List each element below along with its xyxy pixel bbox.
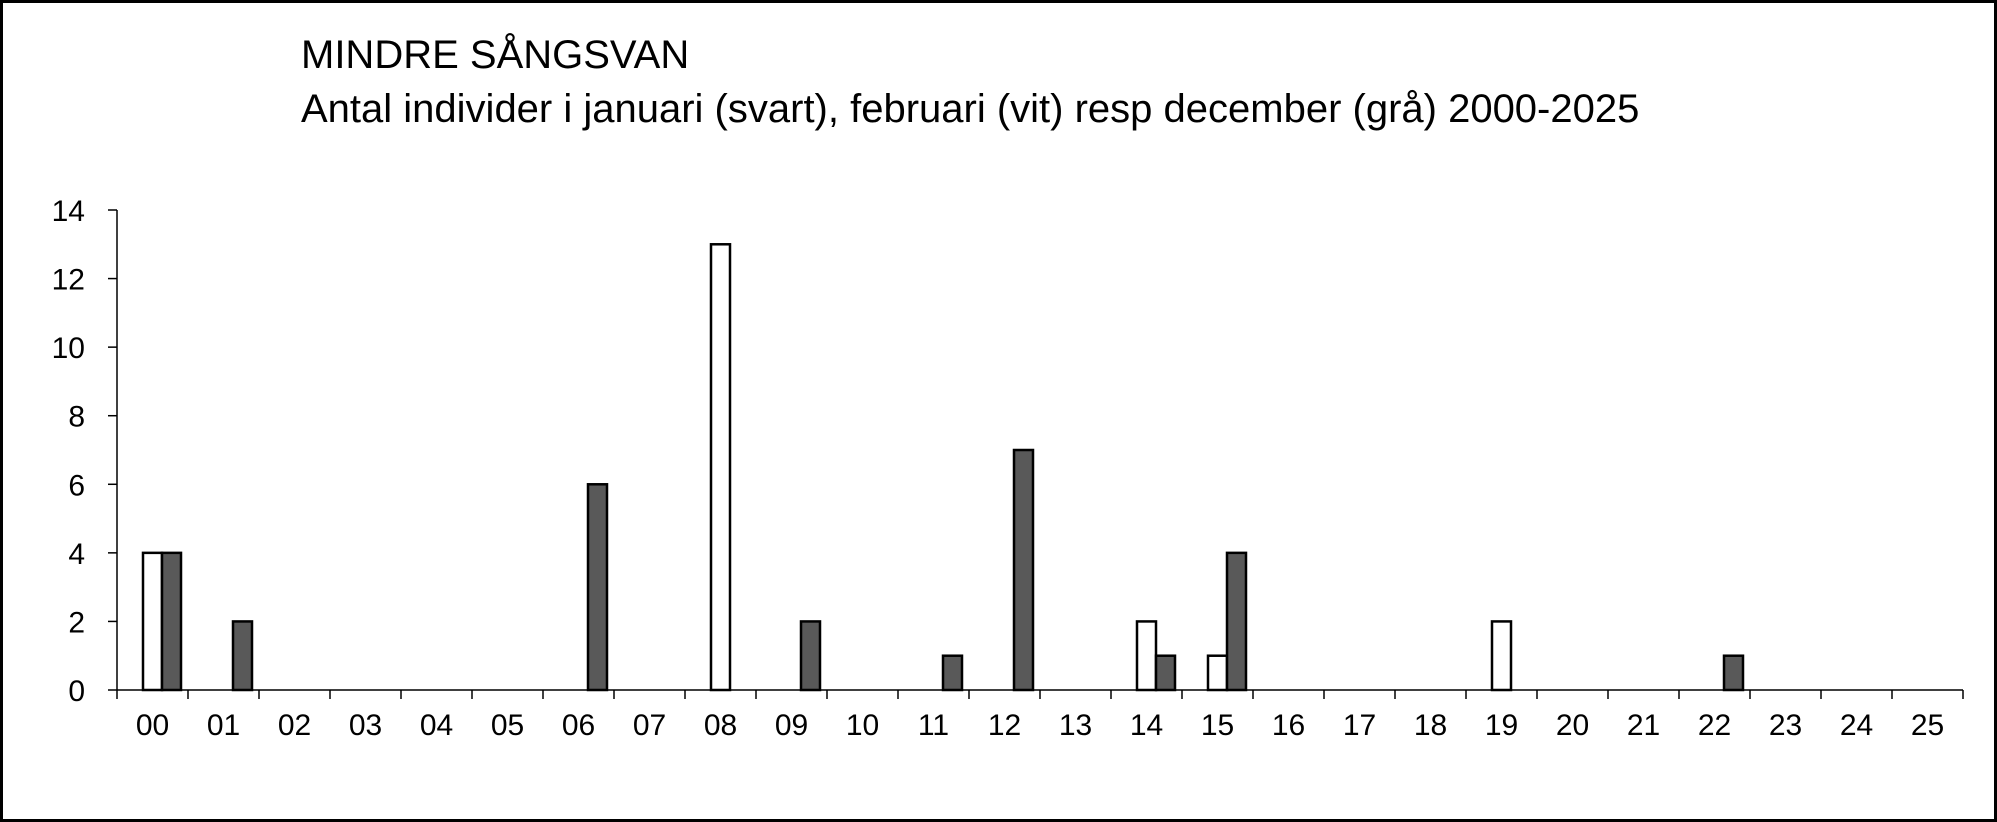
x-tick-label: 14 bbox=[1130, 709, 1163, 742]
x-tick-label: 12 bbox=[988, 709, 1021, 742]
x-tick-label: 05 bbox=[491, 709, 524, 742]
x-tick-label: 17 bbox=[1343, 709, 1376, 742]
x-tick-label: 15 bbox=[1201, 709, 1234, 742]
bar-12-series-2 bbox=[1012, 448, 1035, 692]
x-tick-label: 24 bbox=[1840, 709, 1873, 742]
y-tick-label: 6 bbox=[68, 469, 85, 502]
x-tick-label: 19 bbox=[1485, 709, 1518, 742]
x-tick-label: 11 bbox=[918, 709, 949, 742]
bar-00-series-2 bbox=[160, 551, 183, 692]
x-tick-label: 02 bbox=[278, 709, 311, 742]
y-tick-label: 4 bbox=[68, 538, 85, 571]
x-tick-label: 22 bbox=[1698, 709, 1731, 742]
x-tick-label: 04 bbox=[420, 709, 453, 742]
chart-subtitle: Antal individer i januari (svart), febru… bbox=[301, 87, 1640, 131]
x-tick-label: 21 bbox=[1627, 709, 1660, 742]
bar-00-series-1 bbox=[141, 551, 164, 692]
x-tick-label: 10 bbox=[846, 709, 879, 742]
axes bbox=[108, 209, 1964, 699]
x-tick-label: 18 bbox=[1414, 709, 1447, 742]
x-tick-label: 03 bbox=[349, 709, 382, 742]
bar-06-series-2 bbox=[586, 483, 609, 692]
y-tick-label: 8 bbox=[68, 401, 85, 434]
y-tick-label: 12 bbox=[52, 264, 85, 297]
bars bbox=[141, 243, 1745, 692]
y-tick-label: 2 bbox=[68, 606, 85, 639]
x-tick-label: 13 bbox=[1059, 709, 1092, 742]
x-tick-label: 09 bbox=[775, 709, 808, 742]
x-tick-label: 20 bbox=[1556, 709, 1589, 742]
chart-title-block: MINDRE SÅNGSVAN Antal individer i januar… bbox=[301, 28, 1639, 136]
y-tick-label: 14 bbox=[52, 195, 85, 228]
bar-15-series-2 bbox=[1225, 551, 1248, 692]
bar-15-series-1 bbox=[1206, 654, 1229, 692]
bar-09-series-2 bbox=[799, 620, 822, 692]
bar-11-series-2 bbox=[941, 654, 964, 692]
x-tick-label: 01 bbox=[207, 709, 240, 742]
bar-14-series-2 bbox=[1154, 654, 1177, 692]
y-tick-label: 10 bbox=[52, 332, 85, 365]
bar-14-series-1 bbox=[1135, 620, 1158, 692]
y-tick-label: 0 bbox=[68, 675, 85, 708]
x-tick-label: 06 bbox=[562, 709, 595, 742]
x-tick-label: 16 bbox=[1272, 709, 1305, 742]
x-tick-label: 08 bbox=[704, 709, 737, 742]
chart-title: MINDRE SÅNGSVAN bbox=[301, 33, 690, 77]
bar-01-series-2 bbox=[231, 620, 254, 692]
x-tick-label: 07 bbox=[633, 709, 666, 742]
x-tick-label: 25 bbox=[1911, 709, 1944, 742]
bar-22-series-2 bbox=[1722, 654, 1745, 692]
bar-08-series-1 bbox=[709, 243, 732, 692]
x-tick-label: 23 bbox=[1769, 709, 1802, 742]
bar-19-series-1 bbox=[1490, 620, 1513, 692]
x-tick-label: 00 bbox=[136, 709, 169, 742]
